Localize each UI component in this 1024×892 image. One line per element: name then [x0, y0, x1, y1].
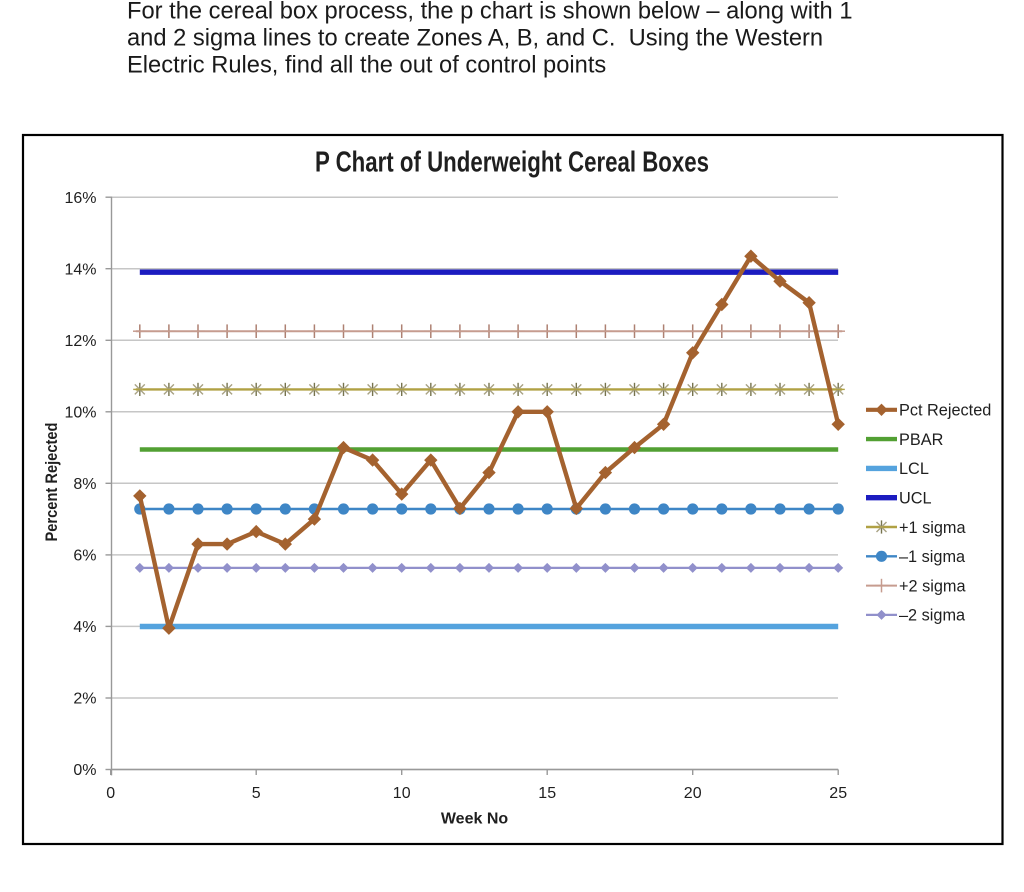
svg-text:–2 sigma: –2 sigma — [899, 607, 966, 625]
svg-text:15: 15 — [538, 785, 556, 802]
svg-text:16%: 16% — [64, 190, 96, 207]
svg-text:20: 20 — [684, 785, 702, 802]
svg-text:14%: 14% — [64, 261, 96, 278]
svg-text:+1 sigma: +1 sigma — [899, 519, 966, 537]
svg-text:For the cereal box process, th: For the cereal box process, the p chart … — [127, 0, 853, 25]
svg-text:25: 25 — [829, 785, 847, 802]
svg-text:P Chart of Underweight Cereal: P Chart of Underweight Cereal Boxes — [315, 147, 709, 179]
svg-text:10: 10 — [393, 785, 411, 802]
svg-text:–1 sigma: –1 sigma — [899, 548, 966, 566]
svg-text:12%: 12% — [64, 333, 96, 350]
svg-text:LCL: LCL — [899, 460, 929, 478]
svg-text:0: 0 — [106, 785, 115, 802]
svg-text:Percent Rejected: Percent Rejected — [43, 423, 61, 542]
svg-text:0%: 0% — [73, 762, 96, 779]
svg-text:UCL: UCL — [899, 490, 932, 508]
svg-text:Electric Rules, find all the o: Electric Rules, find all the out of cont… — [127, 53, 606, 79]
svg-text:and 2 sigma lines to create Zo: and 2 sigma lines to create Zones A, B, … — [127, 26, 823, 52]
svg-text:4%: 4% — [73, 619, 96, 636]
svg-text:8%: 8% — [73, 476, 96, 493]
svg-text:Pct Rejected: Pct Rejected — [899, 402, 991, 420]
svg-text:10%: 10% — [64, 404, 96, 421]
svg-text:2%: 2% — [73, 691, 96, 708]
svg-text:PBAR: PBAR — [899, 431, 943, 449]
svg-text:Week No: Week No — [441, 811, 509, 828]
svg-text:5: 5 — [252, 785, 261, 802]
svg-text:+2 sigma: +2 sigma — [899, 577, 966, 595]
svg-text:6%: 6% — [73, 548, 96, 565]
